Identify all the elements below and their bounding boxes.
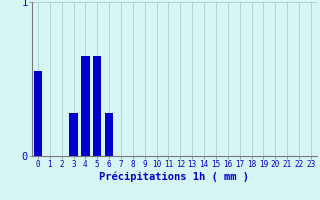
Bar: [34, 71, 42, 156]
X-axis label: Précipitations 1h ( mm ): Précipitations 1h ( mm ): [100, 172, 249, 182]
Bar: [105, 113, 113, 156]
Bar: [69, 113, 78, 156]
Bar: [81, 56, 90, 156]
Bar: [93, 56, 101, 156]
